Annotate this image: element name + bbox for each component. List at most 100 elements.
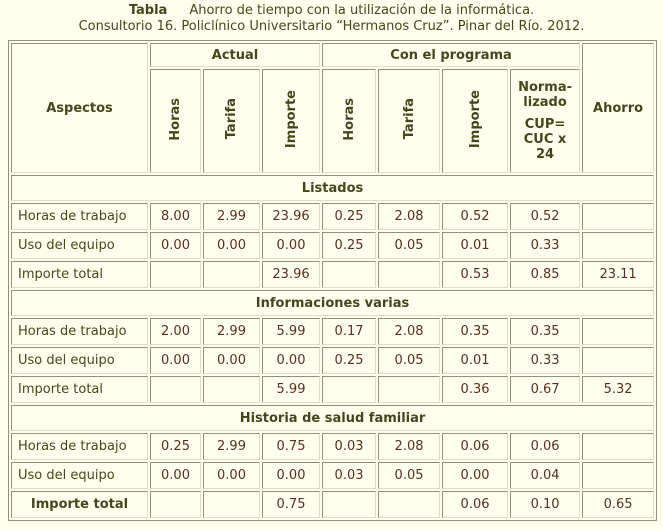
value-cell: 0.35	[442, 318, 509, 345]
section-title: Listados	[11, 175, 655, 201]
value-cell: 0.05	[378, 462, 441, 489]
value-cell: 0.53	[442, 261, 509, 288]
row-label-cell: Uso del equipo	[11, 232, 148, 259]
vertical-label: Horas	[168, 97, 183, 141]
value-cell: 0.17	[322, 318, 377, 345]
value-cell	[150, 376, 201, 403]
value-cell	[203, 261, 260, 288]
value-cell: 0.25	[322, 347, 377, 374]
value-cell: 2.99	[203, 318, 260, 345]
value-cell	[322, 491, 377, 518]
value-cell: 0.00	[442, 462, 509, 489]
caption-line-1: Tabla Ahorro de tiempo con la utilización…	[0, 3, 663, 19]
normalizado-line: CUP=	[524, 117, 566, 132]
data-table: Aspectos Actual Con el programa Ahorro H…	[8, 40, 658, 521]
value-cell: 0.00	[150, 462, 201, 489]
header-importe-actual: Importe	[262, 69, 321, 173]
value-cell: 0.33	[510, 232, 581, 259]
value-cell: 5.99	[262, 318, 321, 345]
value-cell	[582, 462, 655, 489]
value-cell: 5.32	[582, 376, 655, 403]
row-label-cell: Uso del equipo	[11, 462, 148, 489]
vertical-label: Horas	[341, 97, 357, 141]
table-caption: Tabla Ahorro de tiempo con la utilización…	[0, 0, 663, 35]
value-cell: 0.33	[510, 347, 581, 374]
value-cell	[150, 491, 201, 518]
value-cell: 2.99	[203, 433, 260, 460]
value-cell: 0.10	[510, 491, 581, 518]
caption-text: Ahorro de tiempo con la utilización de l…	[189, 3, 535, 18]
value-cell: 0.00	[262, 232, 321, 259]
row-label-cell: Importe total	[11, 491, 148, 518]
table-row: Importe total 0.75 0.06 0.10 0.65	[11, 491, 655, 518]
value-cell: 0.03	[322, 462, 377, 489]
value-cell	[378, 491, 441, 518]
value-cell	[582, 203, 655, 230]
value-cell: 0.25	[150, 433, 201, 460]
value-cell	[582, 433, 655, 460]
header-normalizado: Norma- lizado CUP= CUC x 24	[510, 69, 581, 173]
value-cell	[322, 261, 377, 288]
value-cell: 0.35	[510, 318, 581, 345]
caption-line-2: Consultorio 16. Policlínico Universitari…	[78, 19, 585, 34]
value-cell: 0.65	[582, 491, 655, 518]
vertical-label: Importe	[283, 89, 299, 149]
header-ahorro: Ahorro	[582, 43, 655, 173]
section-title: Historia de salud familiar	[11, 405, 655, 431]
caption-label: Tabla	[128, 3, 168, 18]
value-cell: 0.00	[262, 462, 321, 489]
value-cell: 0.25	[322, 232, 377, 259]
normalizado-line: CUC x	[523, 132, 567, 147]
value-cell: 0.00	[150, 232, 201, 259]
header-row-subcolumns: Horas Tarifa Importe Horas Tarifa Import…	[11, 69, 654, 173]
value-cell: 23.96	[262, 261, 321, 288]
value-cell: 0.52	[510, 203, 581, 230]
table-row: Horas de trabajo 2.00 2.99 5.99 0.17 2.0…	[11, 318, 655, 345]
value-cell: 2.08	[378, 433, 441, 460]
table-row: Uso del equipo 0.00 0.00 0.00 0.03 0.05 …	[11, 462, 655, 489]
value-cell: 0.05	[378, 347, 441, 374]
value-cell: 2.08	[378, 203, 441, 230]
value-cell: 23.96	[262, 203, 321, 230]
header-horas-programa: Horas	[322, 69, 377, 173]
value-cell: 0.00	[203, 232, 260, 259]
value-cell: 0.06	[442, 433, 509, 460]
table-row: Horas de trabajo 8.00 2.99 23.96 0.25 2.…	[11, 203, 655, 230]
header-tarifa-actual: Tarifa	[203, 69, 260, 173]
value-cell: 8.00	[150, 203, 201, 230]
table-row: Uso del equipo 0.00 0.00 0.00 0.25 0.05 …	[11, 347, 655, 374]
header-row-groups: Aspectos Actual Con el programa Ahorro	[11, 43, 655, 173]
header-importe-programa: Importe	[442, 69, 509, 173]
normalizado-line: Norma-	[518, 80, 572, 95]
value-cell	[378, 376, 441, 403]
value-cell: 0.67	[510, 376, 581, 403]
section-header-informaciones-varias: Informaciones varias	[11, 290, 655, 316]
row-label-cell: Importe total	[11, 376, 148, 403]
value-cell: 0.36	[442, 376, 509, 403]
normalizado-gap	[511, 110, 579, 117]
row-label-cell: Importe total	[11, 261, 148, 288]
value-cell: 2.99	[203, 203, 260, 230]
value-cell	[378, 261, 441, 288]
header-group-actual: Actual	[150, 43, 321, 67]
section-title: Informaciones varias	[11, 290, 655, 316]
table-row: Importe total 5.99 0.36 0.67 5.32	[11, 376, 655, 403]
value-cell: 0.25	[322, 203, 377, 230]
table-row: Horas de trabajo 0.25 2.99 0.75 0.03 2.0…	[11, 433, 655, 460]
value-cell	[322, 376, 377, 403]
header-aspectos: Aspectos	[11, 43, 148, 173]
value-cell: 0.03	[322, 433, 377, 460]
row-label-cell: Horas de trabajo	[11, 433, 148, 460]
table-row: Importe total 23.96 0.53 0.85 23.11	[11, 261, 655, 288]
section-header-historia-de-salud-familiar: Historia de salud familiar	[11, 405, 655, 431]
value-cell: 5.99	[262, 376, 321, 403]
value-cell: 2.08	[378, 318, 441, 345]
value-cell: 0.06	[442, 491, 509, 518]
value-cell	[150, 261, 201, 288]
value-cell: 0.04	[510, 462, 581, 489]
normalizado-line: 24	[535, 147, 555, 162]
vertical-label: Tarifa	[401, 98, 417, 140]
value-cell: 0.01	[442, 347, 509, 374]
value-cell: 0.75	[262, 491, 321, 518]
